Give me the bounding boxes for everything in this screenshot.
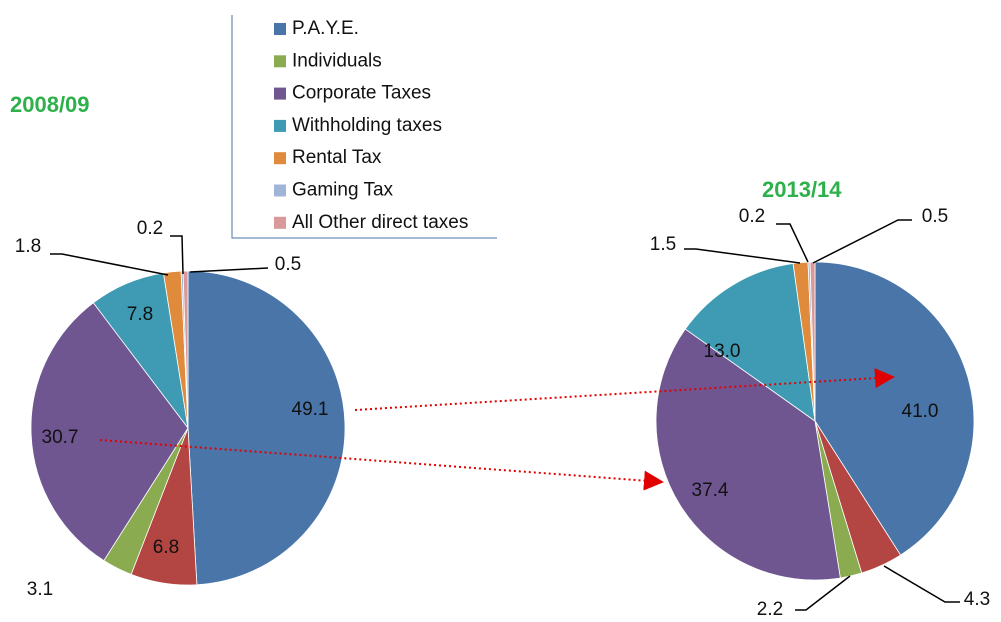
chart-title: 2008/09 bbox=[10, 92, 90, 117]
pie-slice bbox=[30, 302, 189, 562]
data-label: 6.8 bbox=[153, 537, 179, 558]
data-label: 1.5 bbox=[650, 234, 676, 255]
pie-slice bbox=[655, 328, 841, 581]
data-label: 13.0 bbox=[704, 341, 741, 362]
data-label: 0.5 bbox=[275, 254, 301, 275]
legend-swatch bbox=[274, 119, 286, 132]
legend-swatch bbox=[274, 87, 286, 100]
chart-title: 2013/14 bbox=[762, 177, 842, 202]
data-label: 41.0 bbox=[902, 401, 939, 422]
leader-lines bbox=[50, 219, 960, 611]
legend-label: Individuals bbox=[292, 50, 382, 71]
legend-swatch bbox=[274, 184, 286, 197]
legend-border bbox=[231, 15, 497, 239]
legend-swatch bbox=[274, 23, 286, 35]
legend-label: Rental Tax bbox=[292, 147, 382, 168]
data-label: 7.8 bbox=[127, 304, 153, 325]
pie-slice bbox=[684, 263, 816, 422]
data-label: 4.3 bbox=[964, 589, 990, 610]
legend-swatch bbox=[274, 216, 286, 229]
data-label: 0.2 bbox=[739, 206, 765, 227]
legend-label: All Other direct taxes bbox=[292, 212, 468, 233]
data-label: 2.2 bbox=[757, 599, 783, 617]
data-label: 37.4 bbox=[692, 480, 729, 501]
pie-slice bbox=[814, 261, 975, 556]
data-label: 30.7 bbox=[42, 427, 79, 448]
data-label: 3.1 bbox=[27, 579, 53, 600]
pie-slice bbox=[187, 270, 346, 586]
data-label: 0.5 bbox=[922, 206, 948, 227]
data-label: 49.1 bbox=[292, 399, 329, 420]
legend-swatch bbox=[274, 152, 286, 165]
legend-label: P.A.Y.E. bbox=[292, 18, 359, 39]
legend-label: Gaming Tax bbox=[292, 180, 394, 201]
legend-label: Corporate Taxes bbox=[292, 83, 431, 104]
legend-label: Withholding taxes bbox=[292, 115, 442, 136]
arrow bbox=[99, 439, 664, 491]
data-label: 1.8 bbox=[15, 236, 41, 257]
data-label: 0.2 bbox=[137, 218, 163, 239]
legend-swatch bbox=[274, 55, 286, 68]
